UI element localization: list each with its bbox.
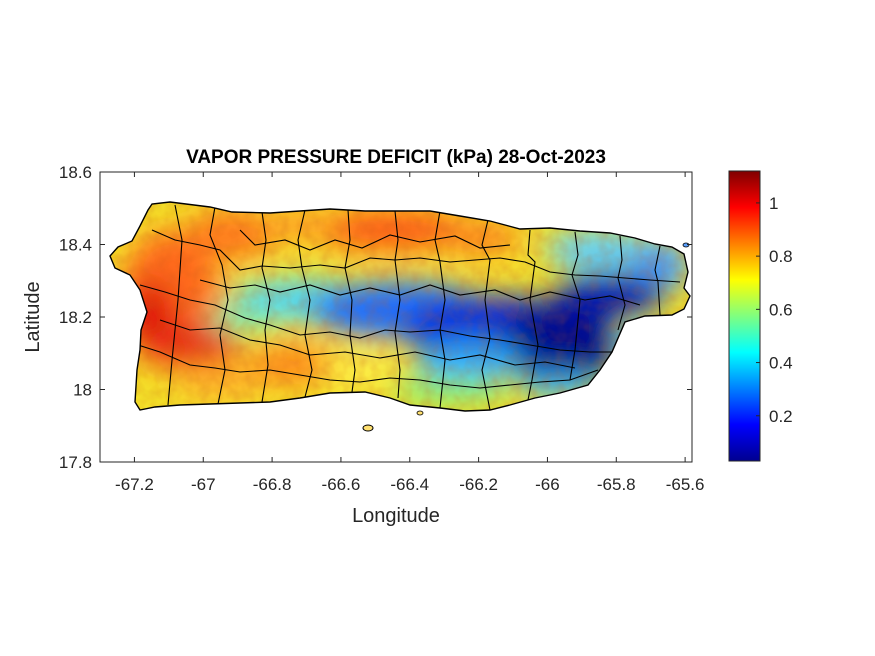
y-axis: 17.8 18 18.2 18.4 18.6 (59, 163, 692, 472)
small-island (362, 424, 374, 432)
x-tick-label: -65.6 (666, 475, 705, 494)
y-axis-label: Latitude (22, 281, 44, 352)
colorbar-tick-label: 0.8 (769, 247, 793, 266)
y-tick-label: 18.4 (59, 236, 92, 255)
colorbar-tick-label: 0.6 (769, 300, 793, 319)
colorbar-ticks: 0.2 0.4 0.6 0.8 1 (756, 194, 793, 426)
x-axis-label: Longitude (352, 505, 440, 527)
colorbar (728, 170, 761, 462)
x-tick-label: -66.8 (253, 475, 292, 494)
x-tick-label: -67.2 (115, 475, 154, 494)
coastline (109, 201, 691, 412)
x-tick-label: -66.2 (459, 475, 498, 494)
small-island (416, 410, 424, 416)
x-tick-label: -65.8 (597, 475, 636, 494)
x-tick-label: -66 (535, 475, 560, 494)
y-tick-label: 18 (73, 381, 92, 400)
y-tick-label: 17.8 (59, 453, 92, 472)
x-tick-label: -66.4 (390, 475, 429, 494)
x-axis: -67.2 -67 -66.8 -66.6 -66.4 -66.2 -66 -65.8 -65.… (115, 172, 704, 494)
municipality-borders (137, 204, 681, 411)
x-tick-label: -66.6 (322, 475, 361, 494)
y-tick-label: 18.6 (59, 163, 92, 182)
colorbar-tick-label: 0.4 (769, 354, 793, 373)
y-tick-label: 18.2 (59, 308, 92, 327)
x-tick-label: -67 (191, 475, 216, 494)
chart-title: VAPOR PRESSURE DEFICIT (kPa) 28-Oct-2023 (186, 147, 606, 168)
colorbar-tick-label: 0.2 (769, 407, 793, 426)
colorbar-tick-label: 1 (769, 194, 778, 213)
